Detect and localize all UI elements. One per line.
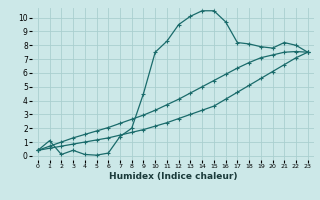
X-axis label: Humidex (Indice chaleur): Humidex (Indice chaleur) (108, 172, 237, 181)
